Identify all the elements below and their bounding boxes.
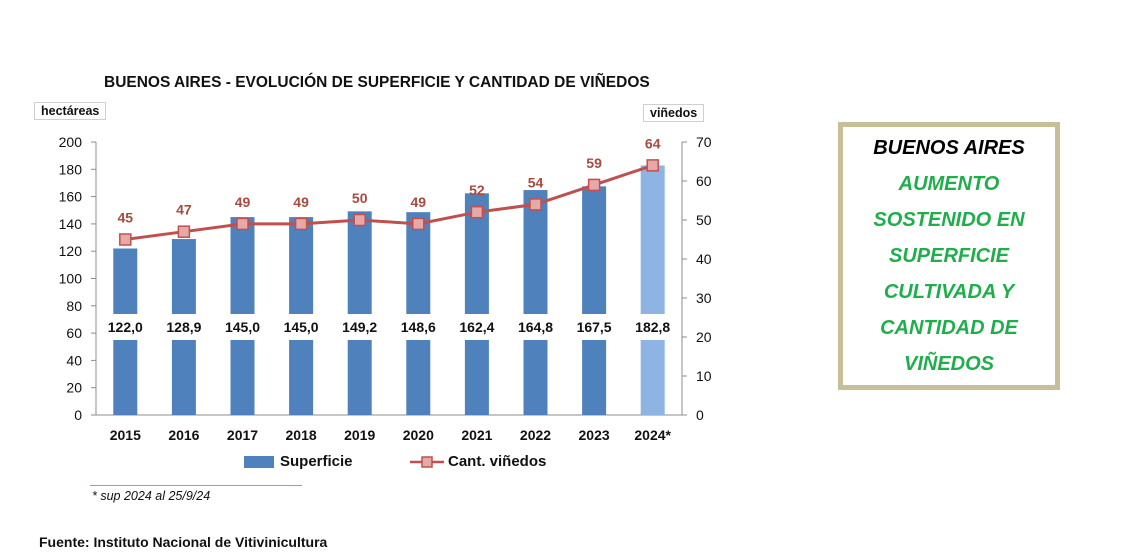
vinedos-value-label: 50 xyxy=(352,190,368,206)
bar-label-bg xyxy=(331,314,388,340)
bar xyxy=(523,190,548,415)
bar-label-bg xyxy=(273,314,330,340)
legend-bar-swatch xyxy=(244,455,274,468)
x-tick-label: 2023 xyxy=(579,427,610,443)
bar xyxy=(640,165,665,415)
bar-value-label: 149,2 xyxy=(342,319,377,335)
bar-label-bg xyxy=(507,314,564,340)
chart-title: BUENOS AIRES - EVOLUCIÓN DE SUPERFICIE Y… xyxy=(104,74,650,91)
right-tick-label: 0 xyxy=(696,407,704,423)
x-tick-label: 2015 xyxy=(110,427,141,443)
vinedos-point xyxy=(177,225,191,238)
left-tick-label: 60 xyxy=(66,325,82,341)
bar-label-bg xyxy=(214,314,271,340)
vinedos-point xyxy=(294,217,308,231)
legend-superficie-label: Superficie xyxy=(280,453,353,470)
bar xyxy=(406,212,431,415)
bar-value-label: 182,8 xyxy=(635,319,670,335)
x-tick-label: 2016 xyxy=(168,427,199,443)
vinedos-value-label: 49 xyxy=(411,194,427,210)
vinedos-point xyxy=(236,217,249,231)
left-axis-label: hectáreas xyxy=(34,102,107,120)
legend-vinedos: Cant. viñedos xyxy=(410,453,546,470)
source-text: Fuente: Instituto Nacional de Vitivinicu… xyxy=(39,534,328,550)
vinedos-point xyxy=(587,178,601,192)
left-tick-label: 0 xyxy=(74,407,82,423)
callout-line: VIÑEDOS xyxy=(903,353,995,375)
vinedos-point xyxy=(119,233,132,246)
vinedos-value-label: 49 xyxy=(293,194,309,210)
bar-label-bg xyxy=(97,314,154,340)
left-tick-label: 200 xyxy=(59,134,83,150)
bar-value-label: 145,0 xyxy=(284,319,319,335)
callout-line: SUPERFICIE xyxy=(888,245,1010,267)
bar-label-bg xyxy=(390,314,447,340)
left-tick-label: 20 xyxy=(66,380,82,396)
callout-line: CULTIVADA Y xyxy=(883,281,1015,303)
bar-label-bg xyxy=(624,314,681,340)
right-tick-label: 50 xyxy=(696,212,712,228)
legend-superficie: Superficie xyxy=(244,453,353,470)
callout-heading: BUENOS AIRES xyxy=(873,137,1025,159)
vinedos-point xyxy=(529,198,542,211)
x-tick-label: 2020 xyxy=(403,427,434,443)
vinedos-point xyxy=(353,213,366,227)
bar-value-label: 164,8 xyxy=(518,319,553,335)
x-tick-label: 2018 xyxy=(286,427,317,443)
vinedos-value-label: 45 xyxy=(118,210,134,226)
vinedos-value-label: 59 xyxy=(586,155,602,171)
left-tick-label: 40 xyxy=(66,352,82,368)
right-axis-label: viñedos xyxy=(643,104,705,122)
legend-line-swatch xyxy=(410,455,444,468)
left-tick-label: 180 xyxy=(59,161,83,177)
x-tick-label: 2017 xyxy=(227,427,258,443)
bar xyxy=(464,193,489,415)
bar-value-label: 148,6 xyxy=(401,319,436,335)
bar-value-label: 145,0 xyxy=(225,319,260,335)
right-tick-label: 30 xyxy=(696,290,712,306)
vinedos-value-label: 49 xyxy=(235,194,251,210)
bar-value-label: 167,5 xyxy=(577,319,612,335)
left-tick-label: 120 xyxy=(59,243,83,259)
vinedos-value-label: 47 xyxy=(176,202,192,218)
vinedos-point xyxy=(470,205,484,219)
legend-vinedos-label: Cant. viñedos xyxy=(448,453,547,470)
right-tick-label: 10 xyxy=(696,368,712,384)
left-tick-label: 80 xyxy=(66,298,82,314)
footnote-divider xyxy=(90,485,302,486)
vinedos-line xyxy=(125,163,654,241)
vinedos-point xyxy=(412,217,425,231)
callout-line: CANTIDAD DE xyxy=(880,317,1018,339)
x-tick-label: 2019 xyxy=(344,427,375,443)
x-tick-label: 2022 xyxy=(520,427,551,443)
x-tick-label: 2021 xyxy=(461,427,492,443)
callout-line: SOSTENIDO EN xyxy=(873,209,1025,231)
bar-label-bg xyxy=(566,314,623,340)
bar-value-label: 162,4 xyxy=(459,319,494,335)
left-tick-label: 140 xyxy=(59,216,83,232)
vinedos-value-label: 64 xyxy=(645,135,661,151)
left-tick-label: 160 xyxy=(59,189,83,205)
right-tick-label: 70 xyxy=(696,134,712,150)
footnote: * sup 2024 al 25/9/24 xyxy=(92,489,211,503)
bar-value-label: 128,9 xyxy=(166,319,201,335)
right-tick-label: 20 xyxy=(696,329,712,345)
x-tick-label: 2024* xyxy=(634,427,671,443)
left-tick-label: 100 xyxy=(59,271,83,287)
right-tick-label: 40 xyxy=(696,251,712,267)
bar-label-bg xyxy=(155,314,212,340)
vinedos-point xyxy=(646,159,659,172)
callout-box: BUENOS AIRES AUMENTO SOSTENIDO EN SUPERF… xyxy=(838,122,1060,390)
bar xyxy=(582,186,607,415)
bar-value-label: 122,0 xyxy=(108,319,143,335)
bar-label-bg xyxy=(448,314,505,340)
bar xyxy=(347,211,372,415)
callout-line: AUMENTO xyxy=(898,173,1000,195)
vinedos-value-label: 54 xyxy=(528,174,544,190)
right-tick-label: 60 xyxy=(696,173,712,189)
vinedos-value-label: 52 xyxy=(469,182,485,198)
